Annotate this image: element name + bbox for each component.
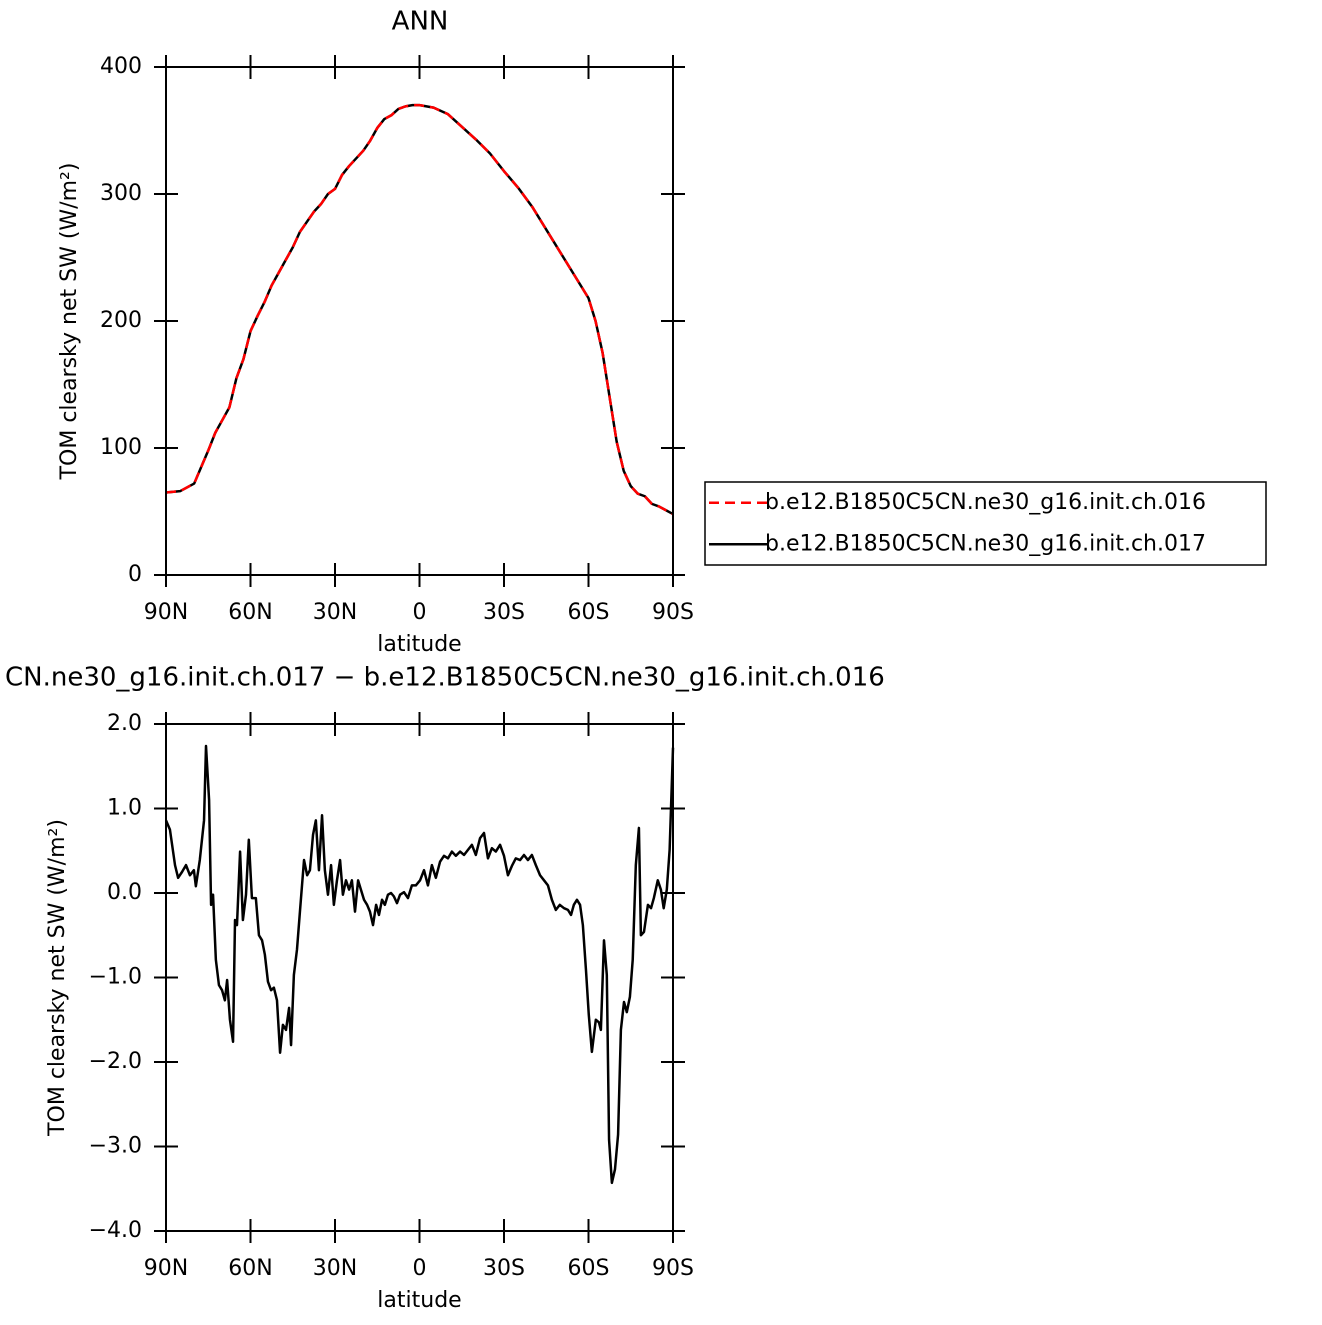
x-tick-label: 30N — [313, 600, 357, 625]
y-tick-label: 2.0 — [107, 711, 142, 736]
data-line — [164, 744, 675, 1185]
legend-label: b.e12.B1850C5CN.ne30_g16.init.ch.016 — [765, 490, 1206, 515]
x-tick-label: 60N — [228, 600, 272, 625]
y-tick-label: 100 — [100, 435, 142, 460]
legend-box — [704, 481, 1267, 566]
x-tick-label: 90S — [652, 1256, 694, 1281]
x-tick-label: 60S — [568, 600, 610, 625]
legend-label: b.e12.B1850C5CN.ne30_g16.init.ch.017 — [765, 531, 1206, 556]
y-tick-label: 400 — [100, 54, 142, 79]
plot-frame — [165, 66, 674, 576]
y-tick-label: 0.0 — [107, 880, 142, 905]
data-line — [165, 103, 674, 516]
x-tick-label: 30S — [483, 1256, 525, 1281]
x-tick-label: 0 — [413, 600, 427, 625]
x-tick-label: 60N — [228, 1256, 272, 1281]
y-tick-label: 0 — [128, 562, 142, 587]
y-tick-label: −4.0 — [89, 1218, 142, 1243]
chart-title: CN.ne30_g16.init.ch.017 − b.e12.B1850C5C… — [5, 663, 885, 693]
chart-title: ANN — [392, 7, 449, 37]
plot-frame — [165, 723, 674, 1232]
y-tick-label: 1.0 — [107, 796, 142, 821]
x-axis-label: latitude — [377, 1288, 461, 1313]
y-tick-label: 300 — [100, 181, 142, 206]
x-tick-label: 90N — [144, 1256, 188, 1281]
x-tick-label: 90N — [144, 600, 188, 625]
y-tick-label: −2.0 — [89, 1049, 142, 1074]
x-tick-label: 90S — [652, 600, 694, 625]
x-tick-label: 60S — [568, 1256, 610, 1281]
x-tick-label: 30S — [483, 600, 525, 625]
y-axis-label: TOM clearsky net SW (W/m²) — [45, 819, 70, 1137]
x-tick-label: 30N — [313, 1256, 357, 1281]
y-tick-label: 200 — [100, 308, 142, 333]
x-tick-label: 0 — [413, 1256, 427, 1281]
y-tick-label: −1.0 — [89, 965, 142, 990]
y-tick-label: −3.0 — [89, 1134, 142, 1159]
x-axis-label: latitude — [377, 632, 461, 657]
y-axis-label: TOM clearsky net SW (W/m²) — [57, 163, 82, 481]
data-line — [165, 103, 674, 516]
